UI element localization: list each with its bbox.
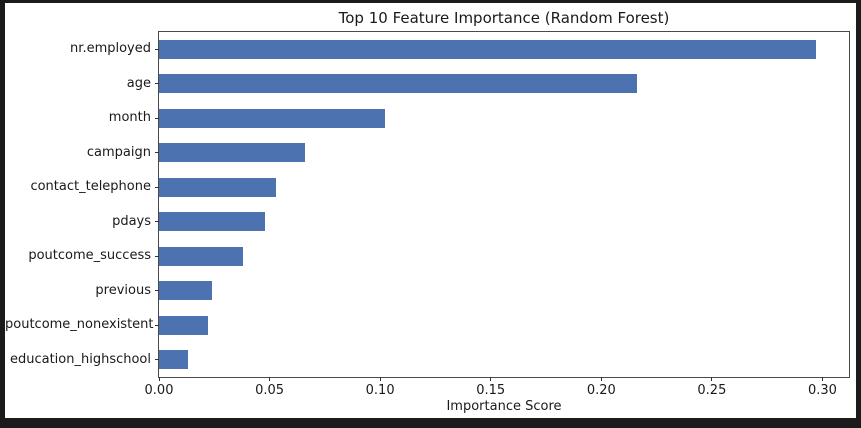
bar — [159, 39, 816, 59]
y-tick-label: poutcome_success — [28, 248, 151, 264]
y-tick-mark — [155, 186, 159, 188]
bar — [159, 108, 385, 128]
y-tick-label: contact_telephone — [30, 179, 151, 195]
bar — [159, 74, 637, 94]
x-axis-label: Importance Score — [446, 399, 562, 414]
y-tick-mark — [155, 117, 159, 119]
y-tick-label: age — [126, 75, 151, 91]
y-tick-label: previous — [95, 282, 151, 298]
x-tick-mark — [600, 377, 602, 381]
y-tick-mark — [155, 255, 159, 257]
y-tick-label: month — [108, 110, 151, 126]
chart-title: Top 10 Feature Importance (Random Forest… — [338, 9, 670, 27]
x-tick-mark — [269, 377, 271, 381]
y-tick-label: nr.employed — [70, 41, 151, 57]
x-tick-mark — [821, 377, 823, 381]
bar — [159, 246, 244, 266]
x-tick-mark — [490, 377, 492, 381]
bar — [159, 177, 277, 197]
y-tick-label: education_highschool — [9, 351, 151, 367]
x-tick-mark — [379, 377, 381, 381]
y-tick-mark — [155, 152, 159, 154]
x-tick-label: 0.30 — [807, 383, 837, 398]
x-tick-label: 0.20 — [586, 383, 616, 398]
x-tick-label: 0.10 — [365, 383, 395, 398]
y-tick-label: poutcome_nonexistent — [5, 317, 154, 333]
bar — [159, 212, 266, 232]
x-tick-label: 0.15 — [476, 383, 506, 398]
chart-figure: Top 10 Feature Importance (Random Forest… — [5, 3, 856, 418]
y-tick-mark — [155, 221, 159, 223]
x-tick-label: 0.05 — [255, 383, 285, 398]
x-tick-mark — [711, 377, 713, 381]
bar — [159, 281, 213, 301]
bar — [159, 315, 208, 335]
y-tick-mark — [155, 359, 159, 361]
bar — [159, 143, 305, 163]
x-tick-label: 0.25 — [697, 383, 727, 398]
y-tick-mark — [155, 290, 159, 292]
y-tick-label: campaign — [86, 144, 151, 160]
y-tick-mark — [155, 48, 159, 50]
x-tick-label: 0.00 — [144, 383, 174, 398]
x-tick-mark — [158, 377, 160, 381]
y-tick-mark — [155, 83, 159, 85]
plot-area: nr.employed age month campaign contact_telep… — [5, 31, 850, 398]
y-tick-mark — [155, 324, 159, 326]
y-tick-label: pdays — [112, 213, 151, 229]
bar — [159, 350, 188, 370]
